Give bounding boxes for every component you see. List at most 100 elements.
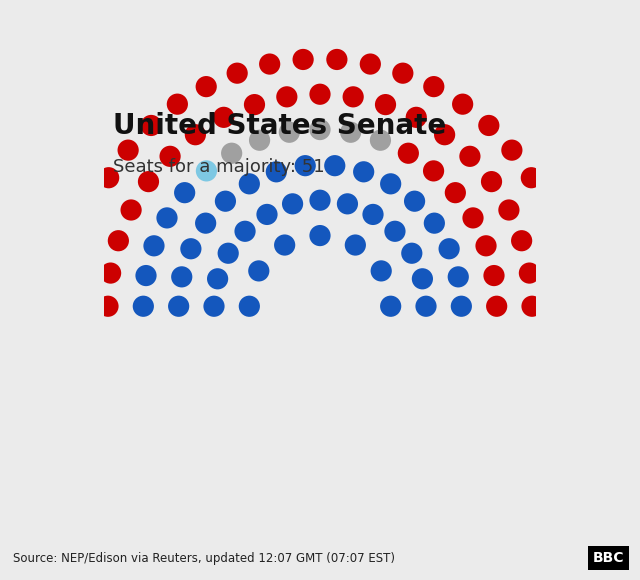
Circle shape [248,260,269,281]
Circle shape [62,296,83,317]
Circle shape [159,146,180,167]
Circle shape [292,49,314,70]
Circle shape [452,93,473,115]
Circle shape [132,296,154,317]
Circle shape [447,266,469,288]
Circle shape [536,197,557,218]
Circle shape [83,197,104,218]
Circle shape [380,173,401,194]
Circle shape [397,143,419,164]
Circle shape [227,63,248,84]
Circle shape [451,296,472,317]
Circle shape [204,296,225,317]
Circle shape [282,193,303,215]
Circle shape [244,94,265,115]
Circle shape [362,204,383,225]
Circle shape [499,200,520,220]
Circle shape [380,296,401,317]
Circle shape [234,220,255,242]
Circle shape [423,76,444,97]
Circle shape [375,94,396,115]
Circle shape [98,167,119,188]
Circle shape [143,235,164,256]
Circle shape [221,143,243,164]
Circle shape [371,260,392,281]
Circle shape [406,107,427,128]
Text: BBC: BBC [593,551,624,566]
Circle shape [519,263,540,284]
Circle shape [404,191,425,212]
Circle shape [185,124,206,146]
Circle shape [557,296,578,317]
Circle shape [167,93,188,115]
Circle shape [276,86,298,107]
Circle shape [118,140,139,161]
Circle shape [309,190,331,211]
Circle shape [385,220,406,242]
Circle shape [215,191,236,212]
Circle shape [401,242,422,264]
Circle shape [445,182,466,203]
Circle shape [100,263,121,284]
Circle shape [463,207,484,229]
Circle shape [481,171,502,192]
Circle shape [207,268,228,289]
Circle shape [136,265,157,286]
Circle shape [483,265,504,286]
Text: Source: NEP/Edison via Reuters, updated 12:07 GMT (07:07 EST): Source: NEP/Edison via Reuters, updated … [13,552,395,565]
Circle shape [370,129,391,151]
Circle shape [434,124,455,146]
Circle shape [196,76,217,97]
Circle shape [294,155,316,176]
Circle shape [548,229,569,250]
Circle shape [259,53,280,75]
Circle shape [180,238,202,259]
Circle shape [309,119,331,140]
Circle shape [478,115,499,136]
Circle shape [522,296,543,317]
Circle shape [324,155,346,176]
Circle shape [239,173,260,194]
Circle shape [353,161,374,183]
Circle shape [424,212,445,234]
Circle shape [97,296,118,317]
Circle shape [120,200,141,220]
Circle shape [326,49,348,70]
Circle shape [415,296,436,317]
Circle shape [174,182,195,203]
Circle shape [278,122,300,143]
Circle shape [196,160,217,182]
Circle shape [345,234,366,256]
Circle shape [239,296,260,317]
Circle shape [257,204,278,225]
Circle shape [337,193,358,215]
Circle shape [266,161,287,183]
Circle shape [71,229,92,250]
Circle shape [521,167,542,188]
Circle shape [412,268,433,289]
Circle shape [423,160,444,182]
Circle shape [360,53,381,75]
Circle shape [249,129,270,151]
Circle shape [108,230,129,251]
Text: Seats for a majority: 51: Seats for a majority: 51 [113,158,324,176]
Circle shape [476,235,497,256]
Circle shape [460,146,481,167]
Circle shape [309,225,331,246]
Circle shape [438,238,460,259]
Circle shape [554,262,575,283]
Text: United States Senate: United States Senate [113,113,446,140]
Circle shape [486,296,508,317]
Circle shape [511,230,532,251]
Circle shape [138,171,159,192]
Circle shape [340,122,362,143]
Circle shape [168,296,189,317]
Circle shape [156,207,177,229]
Circle shape [171,266,193,288]
Circle shape [141,115,162,136]
Circle shape [309,84,331,105]
Circle shape [274,234,295,256]
Circle shape [213,107,234,128]
Circle shape [342,86,364,107]
Circle shape [65,262,86,283]
